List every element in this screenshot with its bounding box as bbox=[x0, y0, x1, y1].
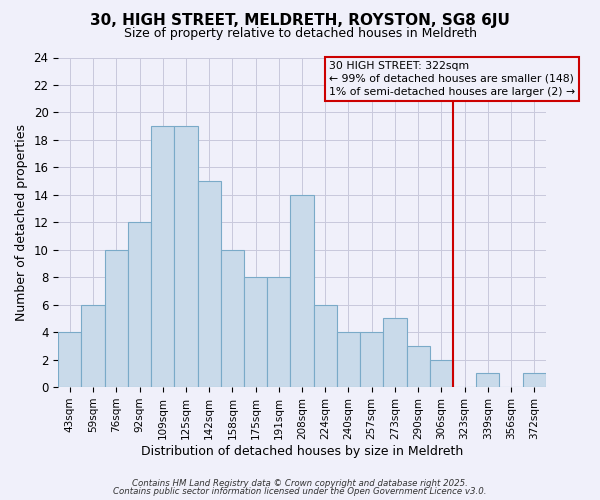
Bar bbox=[267, 277, 290, 387]
Y-axis label: Number of detached properties: Number of detached properties bbox=[15, 124, 28, 321]
Bar bbox=[383, 318, 407, 387]
Text: Size of property relative to detached houses in Meldreth: Size of property relative to detached ho… bbox=[124, 28, 476, 40]
Bar bbox=[58, 332, 82, 387]
Bar bbox=[337, 332, 360, 387]
Bar bbox=[290, 195, 314, 387]
X-axis label: Distribution of detached houses by size in Meldreth: Distribution of detached houses by size … bbox=[141, 444, 463, 458]
Bar bbox=[197, 181, 221, 387]
Bar bbox=[314, 304, 337, 387]
Text: Contains HM Land Registry data © Crown copyright and database right 2025.: Contains HM Land Registry data © Crown c… bbox=[132, 478, 468, 488]
Bar bbox=[430, 360, 453, 387]
Bar bbox=[151, 126, 175, 387]
Text: Contains public sector information licensed under the Open Government Licence v3: Contains public sector information licen… bbox=[113, 487, 487, 496]
Bar bbox=[82, 304, 105, 387]
Bar bbox=[523, 374, 546, 387]
Bar bbox=[476, 374, 499, 387]
Bar bbox=[244, 277, 267, 387]
Text: 30 HIGH STREET: 322sqm
← 99% of detached houses are smaller (148)
1% of semi-det: 30 HIGH STREET: 322sqm ← 99% of detached… bbox=[329, 61, 575, 97]
Bar bbox=[105, 250, 128, 387]
Bar bbox=[221, 250, 244, 387]
Bar bbox=[407, 346, 430, 387]
Bar bbox=[360, 332, 383, 387]
Bar bbox=[128, 222, 151, 387]
Bar bbox=[175, 126, 197, 387]
Text: 30, HIGH STREET, MELDRETH, ROYSTON, SG8 6JU: 30, HIGH STREET, MELDRETH, ROYSTON, SG8 … bbox=[90, 12, 510, 28]
